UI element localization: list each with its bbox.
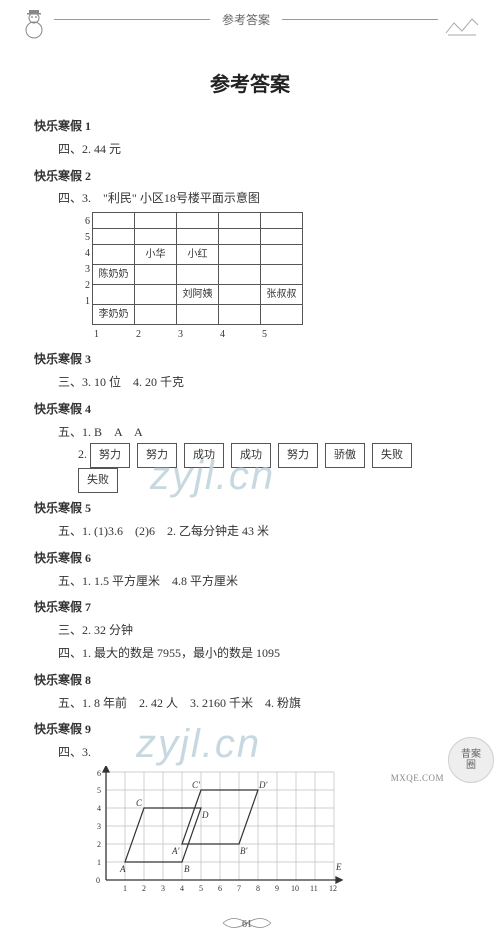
svg-text:8: 8 [256, 884, 260, 893]
floor-plan-xlabels: 1 2 3 4 5 [92, 325, 460, 344]
svg-text:9: 9 [275, 884, 279, 893]
svg-text:6: 6 [97, 769, 101, 778]
svg-text:B': B' [240, 846, 248, 856]
svg-text:3: 3 [161, 884, 165, 893]
ylabel-1: 1 [78, 292, 90, 311]
svg-text:B: B [184, 864, 190, 874]
xlabel-1: 1 [92, 325, 134, 344]
svg-text:C': C' [192, 780, 201, 790]
svg-text:3: 3 [97, 822, 101, 831]
header-rule-left [54, 19, 210, 20]
svg-text:4: 4 [180, 884, 184, 893]
site-url: MXQE.COM [391, 773, 444, 783]
section-7-line2: 四、1. 最大的数是 7955，最小的数是 1095 [34, 642, 460, 665]
box-2: 努力 [137, 443, 177, 468]
xlabel-2: 2 [134, 325, 176, 344]
box-1: 努力 [90, 443, 130, 468]
corner-badge: 昔案 圈 [448, 737, 494, 783]
header-rule-right [282, 19, 438, 20]
badge-bot: 圈 [466, 760, 476, 771]
header: 参考答案 [0, 0, 500, 46]
section-1-line: 四、2. 44 元 [34, 138, 460, 161]
section-6-line: 五、1. 1.5 平方厘米 4.8 平方厘米 [34, 570, 460, 593]
cell-liuayi: 刘阿姨 [177, 285, 219, 305]
section-2-prefix: 四、3. "利民" 小区18号楼平面示意图 [34, 187, 460, 210]
svg-text:0: 0 [96, 876, 100, 885]
section-heading-1: 快乐寒假 1 [34, 115, 460, 138]
xlabel-5: 5 [260, 325, 302, 344]
section-heading-9: 快乐寒假 9 [34, 718, 460, 741]
svg-text:A: A [119, 864, 126, 874]
svg-text:7: 7 [237, 884, 241, 893]
corner-icon [444, 11, 480, 39]
section-8-line: 五、1. 8 年前 2. 42 人 3. 2160 千米 4. 粉旗 [34, 692, 460, 715]
svg-text:2: 2 [142, 884, 146, 893]
section-7-line1: 三、2. 32 分钟 [34, 619, 460, 642]
section-4-line1: 五、1. B A A [34, 421, 460, 444]
section-heading-5: 快乐寒假 5 [34, 497, 460, 520]
content: 快乐寒假 1 四、2. 44 元 快乐寒假 2 四、3. "利民" 小区18号楼… [0, 115, 500, 944]
box-4: 成功 [231, 443, 271, 468]
cell-xiaohua: 小华 [135, 245, 177, 265]
section-2-label: 四、3. [58, 191, 91, 205]
svg-text:5: 5 [97, 786, 101, 795]
section-heading-6: 快乐寒假 6 [34, 547, 460, 570]
page-title: 参考答案 [0, 68, 500, 97]
box-6: 骄傲 [325, 443, 365, 468]
box-5: 努力 [278, 443, 318, 468]
box-7: 失败 [372, 443, 412, 468]
svg-text:11: 11 [310, 884, 318, 893]
svg-text:C: C [136, 798, 143, 808]
section-heading-8: 快乐寒假 8 [34, 669, 460, 692]
cell-linainai: 李奶奶 [93, 305, 135, 325]
svg-text:D: D [201, 810, 209, 820]
cell-zhangshushu: 张叔叔 [261, 285, 303, 305]
section-heading-2: 快乐寒假 2 [34, 165, 460, 188]
box-3: 成功 [184, 443, 224, 468]
snowman-icon [20, 8, 48, 42]
svg-text:12: 12 [329, 884, 337, 893]
floor-plan-grid: 6 5 4 3 2 1 小华小红 陈奶奶 刘阿姨张叔叔 李奶奶 1 2 3 4 … [34, 212, 460, 344]
svg-text:E: E [335, 862, 342, 872]
xlabel-4: 4 [218, 325, 260, 344]
section-4-boxes: 2. 努力 努力 成功 成功 努力 骄傲 失败 失败 [34, 443, 460, 493]
header-label: 参考答案 [222, 11, 270, 28]
cell-xiaohong: 小红 [177, 245, 219, 265]
xlabel-3: 3 [176, 325, 218, 344]
svg-text:5: 5 [199, 884, 203, 893]
diagram-title: "利民" 小区18号楼平面示意图 [103, 191, 260, 205]
svg-text:4: 4 [97, 804, 101, 813]
page-number: 61 [242, 919, 252, 930]
svg-text:1: 1 [123, 884, 127, 893]
svg-text:D': D' [258, 780, 268, 790]
svg-text:6: 6 [218, 884, 222, 893]
cell-chennainai: 陈奶奶 [93, 265, 135, 285]
section-3-line: 三、3. 10 位 4. 20 千克 [34, 371, 460, 394]
section-9-prefix: 四、3. [34, 741, 460, 764]
floor-plan-table: 小华小红 陈奶奶 刘阿姨 张叔叔 李奶奶 [92, 212, 303, 325]
badge-top: 昔案 [461, 749, 481, 760]
svg-text:1: 1 [97, 858, 101, 867]
section-heading-7: 快乐寒假 7 [34, 596, 460, 619]
svg-text:10: 10 [291, 884, 299, 893]
box-prefix: 2. [78, 447, 87, 461]
section-5-line: 五、1. (1)3.6 (2)6 2. 乙每分钟走 43 米 [34, 520, 460, 543]
parallelogram-graph: AB CD A'B' C'D' E 0 123 456 789 101112 1… [34, 766, 460, 904]
page-number-ornament: 61 [34, 910, 460, 944]
section-heading-3: 快乐寒假 3 [34, 348, 460, 371]
svg-text:A': A' [171, 846, 180, 856]
svg-text:2: 2 [97, 840, 101, 849]
section-heading-4: 快乐寒假 4 [34, 398, 460, 421]
box-8: 失败 [78, 468, 118, 493]
